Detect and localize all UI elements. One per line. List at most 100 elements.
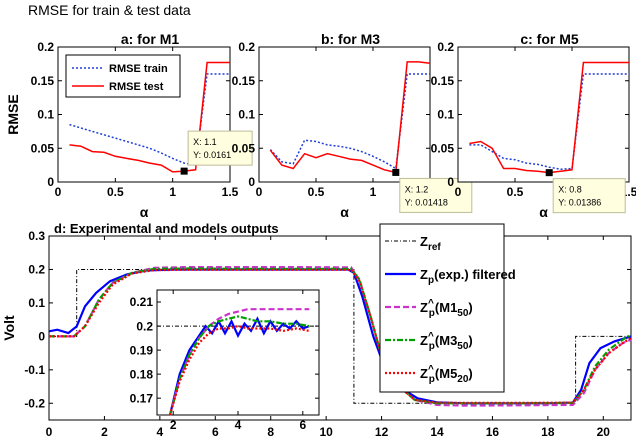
inset-series-z-p-m3-50 bbox=[168, 315, 310, 416]
panel-d-ytick-label: -0.1 bbox=[24, 363, 45, 377]
panel-a-datatip-marker bbox=[180, 167, 188, 175]
panel-b-xtick-label: 0.5 bbox=[308, 185, 325, 199]
panel-a-ylabel: RMSE bbox=[5, 94, 21, 134]
panel-a-xtick-label: 1 bbox=[169, 185, 176, 199]
panel-a-series-rmse-test bbox=[69, 61, 230, 173]
inset-ytick-label: 0.18 bbox=[130, 367, 154, 381]
panel-d-xtick-label: 12 bbox=[375, 425, 389, 439]
panel-c-ytick-label: 0.15 bbox=[431, 74, 455, 88]
panel-d-ytick-label: 0 bbox=[38, 330, 45, 344]
panel-a-ytick-label: 0.05 bbox=[31, 141, 55, 155]
panel-c-datatip-marker bbox=[545, 169, 553, 177]
panel-c-ytick-label: 0.05 bbox=[431, 141, 455, 155]
panel-a-datatip-box bbox=[187, 130, 253, 166]
panel-c-ytick-label: 0.2 bbox=[437, 40, 454, 54]
panel-b-datatip-y: Y: 0.01418 bbox=[405, 197, 448, 207]
panel-c-xtick-label: 0 bbox=[455, 185, 462, 199]
legend-label-z-p-exp-filtered: Zp(exp.) filtered bbox=[420, 267, 516, 286]
panel-a-legend: RMSE train RMSE test bbox=[65, 54, 181, 98]
panel-b-ytick-label: 0.1 bbox=[238, 108, 255, 122]
legend-label-rmse-test: RMSE test bbox=[109, 81, 164, 93]
panel-d-title: d: Experimental and models outputs bbox=[54, 221, 279, 236]
inset-ytick-label: 0.2 bbox=[136, 319, 153, 333]
panel-b-datatip-x: X: 1.2 bbox=[405, 184, 429, 194]
panel-b-xtick-label: 1 bbox=[370, 185, 377, 199]
inset-axes-frame bbox=[156, 289, 320, 416]
panel-d-xtick-label: 6 bbox=[212, 425, 219, 439]
panel-d-ytick-label: 0.3 bbox=[28, 229, 45, 243]
panel-a-ytick-label: 0.2 bbox=[37, 40, 54, 54]
panel-d-series-z-p-m1-50 bbox=[49, 266, 632, 407]
panel-a-legend-box bbox=[65, 54, 181, 98]
inset-plot: 2 4 6 0.17 0.18 0.19 0.2 0.21 bbox=[130, 289, 320, 432]
panel-a-datatip-x: X: 1.1 bbox=[193, 137, 217, 147]
panel-a-title: a: for M1 bbox=[121, 31, 180, 47]
inset-ytick-label: 0.19 bbox=[130, 343, 154, 357]
panel-d-ytick-label: -0.2 bbox=[24, 396, 45, 410]
inset-series-z-p-m5-20 bbox=[168, 324, 310, 416]
panel-a-ytick-label: 0 bbox=[47, 175, 54, 189]
panel-b-xtick-label: 0 bbox=[256, 185, 263, 199]
panel-c-xlabel: α bbox=[539, 204, 548, 220]
inset-xtick-label: 2 bbox=[170, 418, 177, 432]
panel-a-xtick-label: 0.5 bbox=[107, 185, 124, 199]
panel-d-xtick-label: 20 bbox=[597, 425, 611, 439]
panel-d-ylabel: Volt bbox=[1, 315, 17, 341]
panel-d-axes-frame bbox=[48, 235, 632, 421]
inset-ytick-label: 0.21 bbox=[130, 295, 154, 309]
inset-xtick-label: 4 bbox=[235, 418, 242, 432]
legend-label-z-p-m1-50: Z^ p(M150) bbox=[420, 298, 473, 319]
panel-d-legend-box bbox=[379, 223, 505, 393]
panel-a-ytick-label: 0.15 bbox=[31, 74, 55, 88]
panel-b-xlabel: α bbox=[340, 204, 349, 220]
panel-d-ytick-label: 0.1 bbox=[28, 296, 45, 310]
legend-label-z-ref: Zref bbox=[420, 234, 441, 253]
inset-series-z-p-m1-50 bbox=[168, 308, 310, 416]
panel-c-ytick-label: 0 bbox=[447, 175, 454, 189]
panel-d-ytick-label: 0.2 bbox=[28, 263, 45, 277]
panel-a-plot: 0 0.5 1 1.5 0 0.05 0.1 0.15 0.2 a: for M1 α RMSE X: … bbox=[5, 31, 253, 220]
panel-d-xtick-label: 8 bbox=[267, 425, 274, 439]
panel-a-ytick-label: 0.1 bbox=[37, 108, 54, 122]
panel-d-series-z-p-m3-50 bbox=[49, 267, 632, 405]
legend-label-z-p-m3-50: Z^ p(M350) bbox=[420, 331, 473, 352]
panel-a-xtick-label: 1.5 bbox=[222, 185, 239, 199]
panel-b-series-rmse-test bbox=[269, 61, 431, 174]
panel-b-ytick-label: 0.05 bbox=[232, 141, 256, 155]
panel-b-title: b: for M3 bbox=[321, 31, 380, 47]
inset-series-z-p-exp-filtered bbox=[168, 316, 310, 416]
panel-b-ytick-label: 0.15 bbox=[232, 74, 256, 88]
panel-c-xtick-label: 0.5 bbox=[507, 185, 524, 199]
panel-c-title: c: for M5 bbox=[520, 31, 579, 47]
inset-xtick-label: 6 bbox=[299, 418, 306, 432]
panel-d-xtick-label: 10 bbox=[319, 425, 333, 439]
figure-title: RMSE for train & test data bbox=[28, 2, 191, 18]
panel-c-ytick-label: 0.1 bbox=[437, 108, 454, 122]
panel-a-xtick-label: 0 bbox=[55, 185, 62, 199]
inset-ytick-label: 0.17 bbox=[130, 391, 154, 405]
panel-d-xtick-label: 18 bbox=[541, 425, 555, 439]
panel-c-datatip-x: X: 0.8 bbox=[558, 185, 582, 195]
panel-d-xtick-label: 2 bbox=[101, 425, 108, 439]
panel-b-axes-frame bbox=[258, 46, 431, 183]
panel-b-ytick-label: 0.2 bbox=[238, 40, 255, 54]
panel-d-xtick-label: 14 bbox=[430, 425, 444, 439]
panel-d-xtick-label: 16 bbox=[486, 425, 500, 439]
panel-a-xlabel: α bbox=[140, 204, 149, 220]
panel-a-datatip-y: Y: 0.0161 bbox=[193, 150, 231, 160]
legend-label-rmse-train: RMSE train bbox=[109, 63, 168, 75]
panel-d-xtick-label: 0 bbox=[46, 425, 53, 439]
panel-b-ytick-label: 0 bbox=[248, 175, 255, 189]
panel-b-datatip-marker bbox=[392, 168, 400, 176]
panel-d-xtick-label: 4 bbox=[157, 425, 164, 439]
panel-c-axes-frame bbox=[457, 46, 630, 183]
panel-b-series-rmse-train bbox=[269, 73, 430, 170]
panel-d-legend: Zref Zp(exp.) filtered Z^ p(M150) Z^ p(M350) Z… bbox=[379, 223, 516, 393]
panel-c-datatip-y: Y: 0.01386 bbox=[558, 198, 601, 208]
legend-label-z-p-m5-20: Z^ p(M520) bbox=[420, 364, 473, 385]
panel-c-datatip-box bbox=[552, 178, 626, 214]
panel-b-datatip-box bbox=[399, 177, 473, 213]
